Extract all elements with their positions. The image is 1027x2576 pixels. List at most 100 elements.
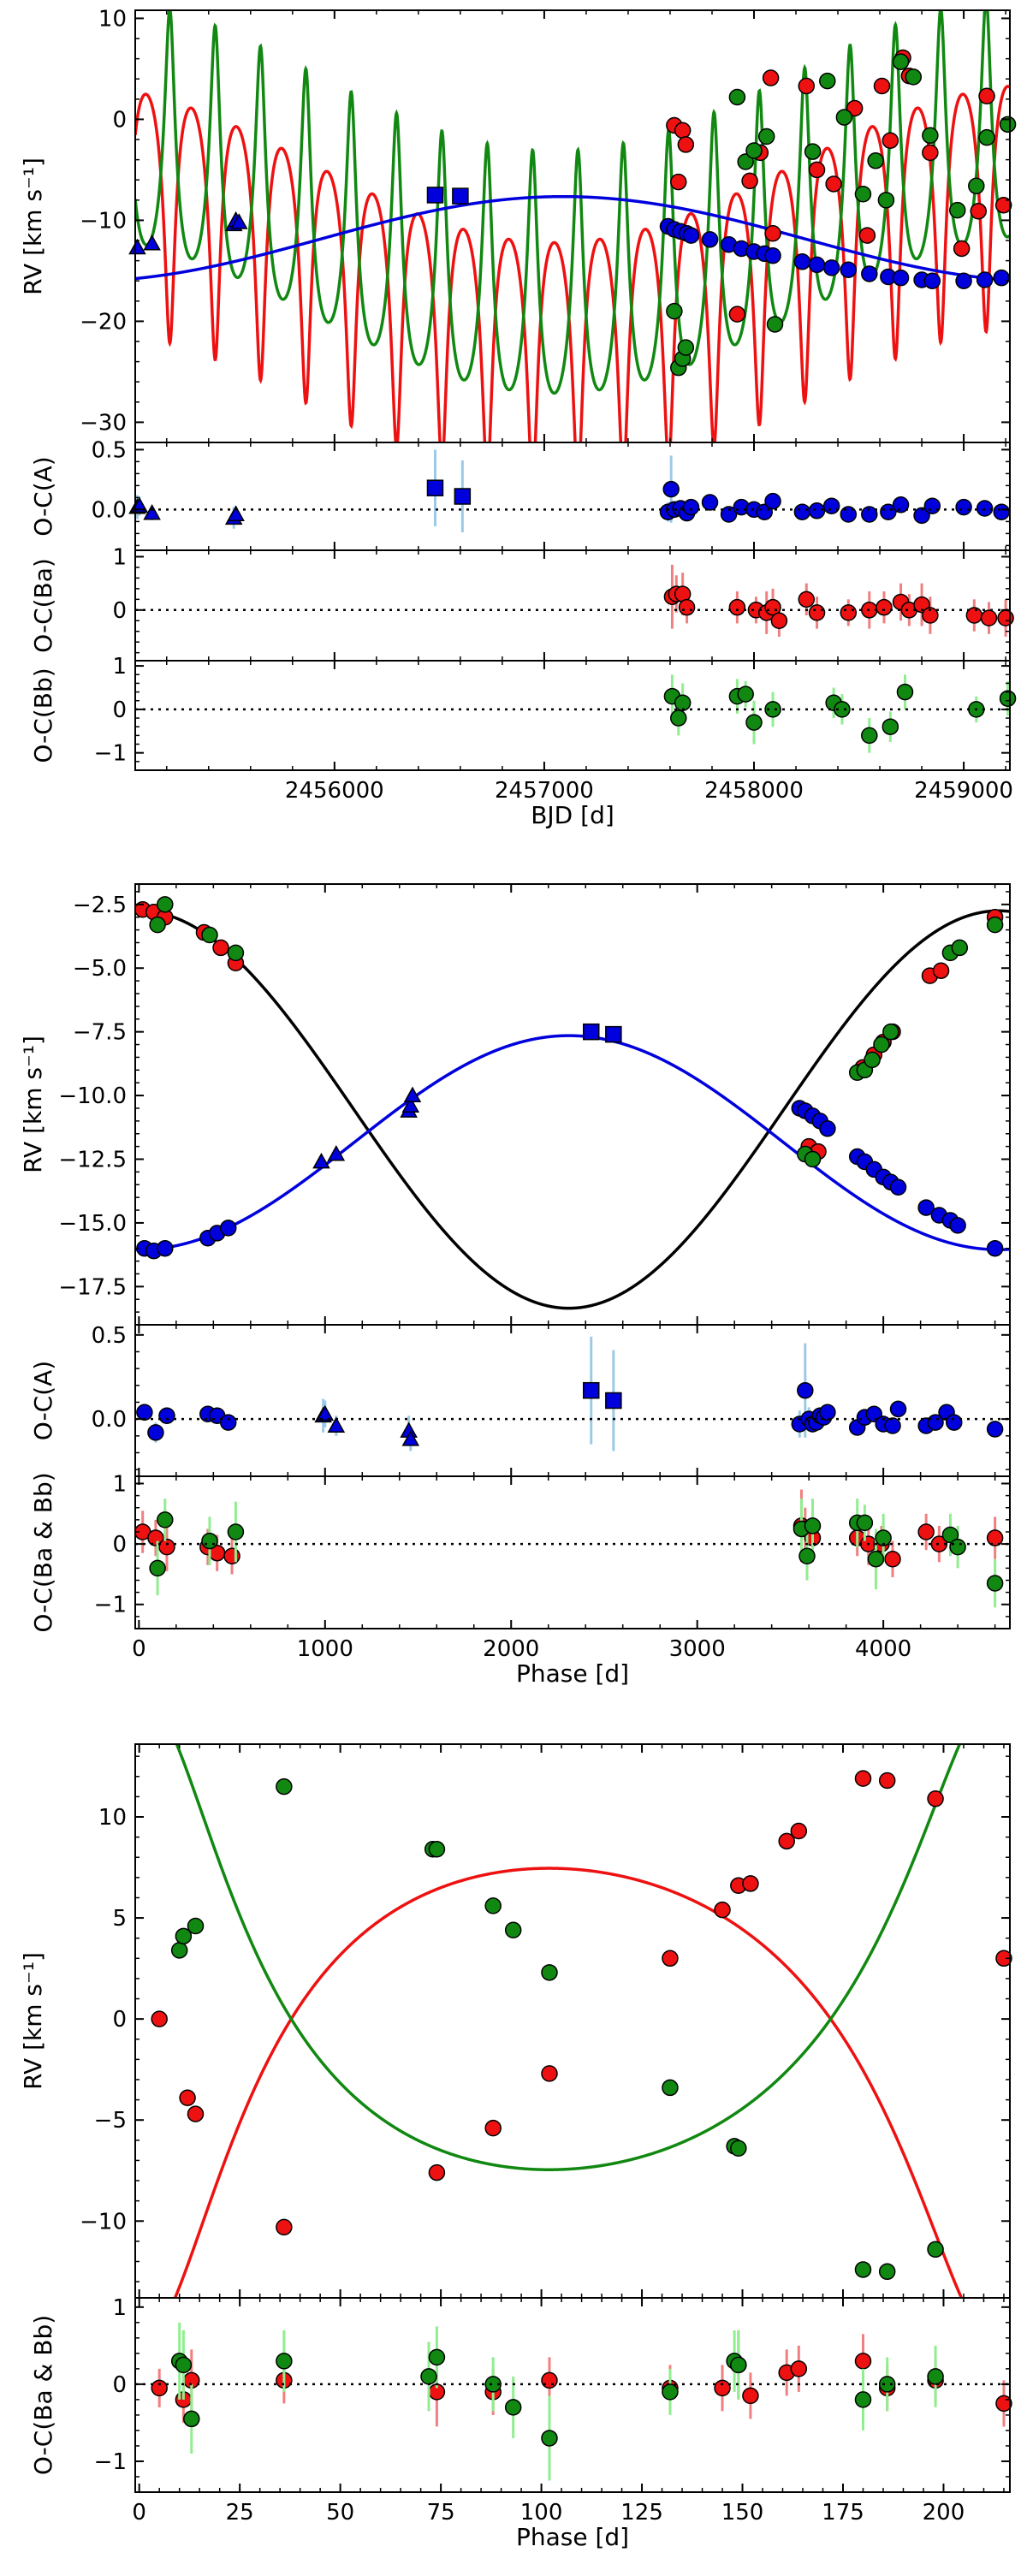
data-point — [819, 1404, 836, 1422]
data-point — [452, 187, 469, 205]
data-point — [834, 701, 851, 718]
y-tick-label: −30 — [80, 410, 127, 436]
data-point — [913, 507, 930, 525]
data-point — [819, 72, 836, 90]
data-point — [798, 77, 816, 95]
data-point — [227, 1523, 245, 1540]
panel-frame — [134, 660, 1011, 771]
y-tick-label: 10 — [98, 1805, 127, 1831]
data-point — [923, 497, 941, 514]
x-tick-label: 75 — [427, 2500, 455, 2526]
x-tick-label: 150 — [721, 2500, 764, 2526]
data-point — [882, 1023, 899, 1041]
data-point — [986, 916, 1004, 934]
data-point — [745, 142, 763, 159]
data-point — [923, 272, 941, 289]
data-point — [682, 227, 700, 244]
data-point — [183, 2410, 200, 2428]
data-point — [854, 2353, 872, 2370]
data-point — [662, 2383, 679, 2401]
data-point — [662, 1950, 679, 1968]
series-a-circles — [659, 455, 1010, 525]
data-point — [878, 1772, 896, 1790]
data-point — [995, 1950, 1012, 1968]
y-tick-label: 0 — [112, 107, 127, 133]
y-axis-label: RV [km s⁻¹] — [19, 157, 47, 295]
data-point — [854, 1770, 872, 1787]
data-point — [854, 2261, 872, 2278]
data-point — [187, 1917, 205, 1935]
series-a-triangles — [314, 1398, 420, 1451]
y-tick-label: 0 — [112, 697, 127, 723]
data-point — [175, 1927, 193, 1945]
data-point — [582, 1381, 600, 1399]
data-point — [822, 259, 840, 276]
y-tick-label: −5.0 — [73, 956, 127, 982]
data-point — [742, 1875, 759, 1892]
data-point — [808, 502, 826, 519]
data-point — [674, 694, 692, 712]
data-point — [276, 1778, 293, 1795]
data-point — [227, 505, 245, 521]
data-point — [889, 1178, 907, 1196]
data-point — [892, 496, 910, 513]
series-a-circles — [136, 1100, 1004, 1260]
data-point — [428, 1841, 446, 1858]
data-point — [927, 1414, 944, 1431]
data-point — [804, 143, 822, 160]
data-point — [976, 271, 994, 288]
series-bb — [149, 1499, 1004, 1608]
data-point — [605, 1392, 622, 1410]
data-point — [674, 122, 692, 139]
y-tick-label: −15.0 — [58, 1211, 127, 1237]
data-point — [822, 497, 840, 514]
data-point — [798, 591, 816, 608]
panel-p3-rv: −10 −5 0 5 10 RV [km s⁻¹] — [19, 1743, 1012, 2299]
x-tick-label: 3000 — [669, 1636, 726, 1662]
data-point — [147, 1529, 164, 1546]
data-point — [856, 1514, 874, 1532]
data-point — [766, 316, 784, 333]
data-point — [677, 339, 695, 356]
data-point — [401, 1430, 420, 1446]
data-point — [728, 88, 746, 106]
data-point — [804, 1517, 822, 1534]
y-tick-label: −10 — [80, 2209, 127, 2235]
x-tick-label: 2456000 — [285, 778, 384, 804]
y-tick-label: 10 — [98, 6, 127, 32]
data-point — [986, 1239, 1004, 1257]
data-point — [917, 1199, 935, 1216]
data-point — [764, 598, 781, 616]
y-tick-label: 1 — [112, 2295, 127, 2321]
data-point — [878, 2263, 896, 2281]
y-tick-label: −10 — [80, 208, 127, 234]
y-tick-label: −2.5 — [73, 893, 127, 918]
panel-p2-ocA: 0.0 0.5 O-C(A) — [29, 1323, 1011, 1477]
data-point — [170, 1942, 188, 1959]
data-point — [678, 598, 696, 616]
y-tick-label: 1 — [112, 1471, 127, 1497]
data-point — [948, 201, 966, 219]
y-tick-label: 0 — [112, 2007, 127, 2033]
data-point — [864, 1051, 881, 1069]
data-point — [714, 1901, 731, 1919]
data-point — [978, 128, 995, 146]
y-tick-label: 0 — [112, 598, 127, 624]
data-point — [997, 609, 1014, 626]
data-point — [949, 1538, 966, 1556]
data-point — [227, 944, 245, 962]
data-point — [187, 2105, 205, 2122]
y-tick-label: 0.0 — [92, 1407, 127, 1433]
data-point — [861, 727, 878, 745]
data-point — [662, 480, 680, 498]
data-point — [949, 1217, 966, 1234]
data-point — [922, 127, 939, 145]
data-point — [504, 1921, 522, 1938]
y-tick-label: −1 — [94, 741, 127, 767]
panel-p1-ocBb: 2456000 2457000 2458000 2459000 −1 0 1 O-C(Bb) B… — [29, 654, 1017, 829]
y-tick-label: 0.0 — [92, 497, 127, 523]
data-point — [666, 302, 683, 320]
data-point — [994, 196, 1012, 214]
data-point — [737, 153, 754, 170]
